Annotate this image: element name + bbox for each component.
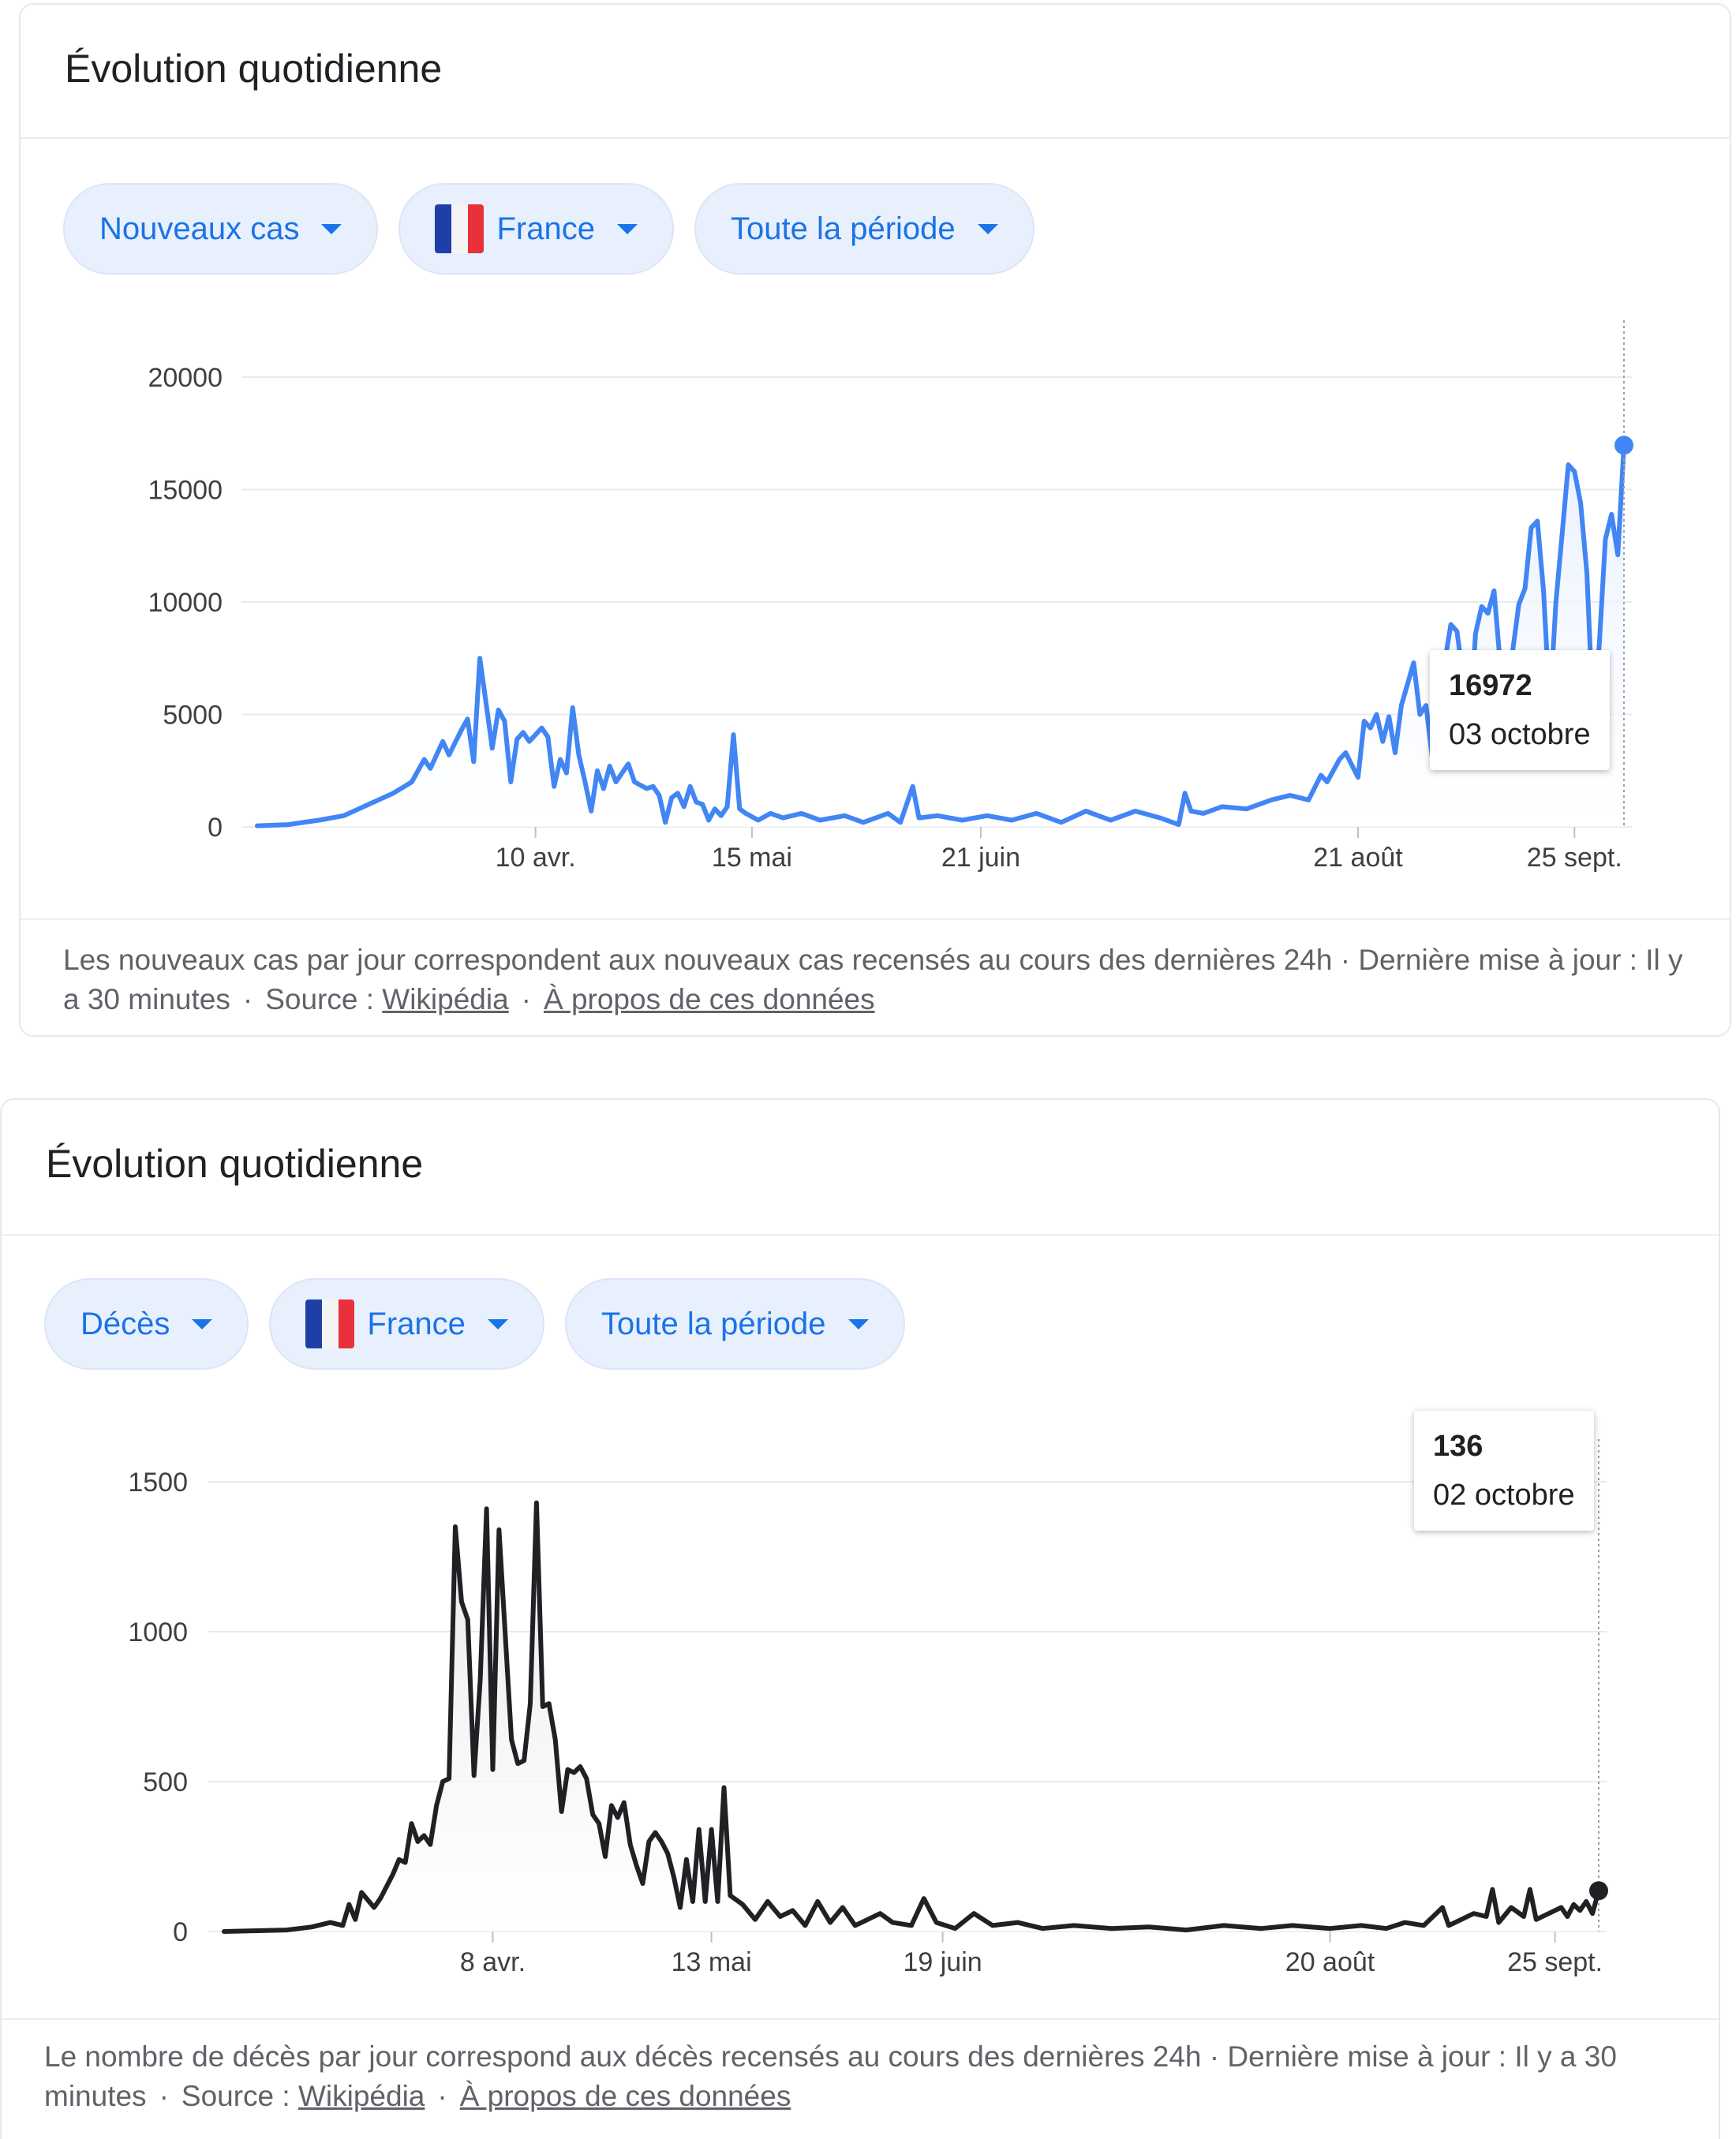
- country-dropdown[interactable]: France: [269, 1278, 544, 1370]
- chart-tooltip: 16972 03 octobre: [1430, 650, 1610, 770]
- source-label: Source :: [265, 983, 374, 1015]
- metric-dropdown-label: Nouveaux cas: [99, 211, 300, 246]
- title-divider: [21, 137, 1730, 139]
- highlight-point: [1589, 1881, 1608, 1901]
- daily-deaths-card: Évolution quotidienne Décès France Toute…: [0, 1098, 1720, 2139]
- country-dropdown-label: France: [367, 1306, 466, 1341]
- y-tick-label: 0: [173, 1917, 188, 1947]
- series-area: [224, 1502, 1599, 1931]
- x-tick-label: 25 sept.: [1527, 843, 1622, 873]
- source-label: Source :: [181, 2080, 290, 2112]
- filter-chips: Décès France Toute la période: [44, 1278, 905, 1370]
- series-area: [257, 445, 1624, 827]
- y-tick-label: 500: [143, 1767, 188, 1797]
- country-dropdown[interactable]: France: [398, 183, 674, 275]
- france-flag-icon: [305, 1299, 355, 1348]
- footer-divider: [2, 2018, 1719, 2020]
- footer-text: Le nombre de décès par jour correspond a…: [44, 2040, 1617, 2112]
- footer-divider: [21, 918, 1730, 920]
- y-tick-label: 10000: [148, 588, 223, 618]
- title-divider: [2, 1234, 1719, 1236]
- caret-down-icon: [616, 223, 638, 234]
- about-data-link[interactable]: À propos de ces données: [459, 2080, 791, 2112]
- period-dropdown-label: Toute la période: [600, 1306, 826, 1341]
- y-tick-label: 1000: [128, 1617, 188, 1647]
- daily-cases-card: Évolution quotidienne Nouveaux cas Franc…: [19, 3, 1731, 1037]
- series-line: [222, 1500, 1601, 1934]
- deaths-line-chart[interactable]: 0 500 1000 1500 8 avr. 13 mai 19 juin 20 août 25…: [2, 1408, 1722, 1977]
- period-dropdown[interactable]: Toute la période: [694, 183, 1034, 275]
- x-tick-label: 15 mai: [712, 843, 792, 873]
- metric-dropdown-label: Décès: [80, 1306, 170, 1341]
- x-tick-label: 21 août: [1313, 843, 1403, 873]
- series-line: [255, 443, 1626, 828]
- y-tick-label: 0: [208, 813, 223, 843]
- highlight-point: [1614, 436, 1633, 455]
- source-link[interactable]: Wikipédia: [382, 983, 509, 1015]
- caret-down-icon: [847, 1318, 869, 1329]
- tooltip-date: 02 octobre: [1433, 1479, 1575, 1512]
- about-data-link[interactable]: À propos de ces données: [544, 983, 875, 1015]
- tooltip-value: 136: [1433, 1430, 1483, 1463]
- caret-down-icon: [321, 223, 342, 234]
- metric-dropdown[interactable]: Nouveaux cas: [63, 183, 379, 275]
- chart-footer: Le nombre de décès par jour correspond a…: [44, 2040, 1617, 2112]
- france-flag-icon: [435, 204, 485, 253]
- x-tick-label: 25 sept.: [1507, 1947, 1603, 1977]
- x-tick-label: 8 avr.: [460, 1947, 526, 1977]
- y-tick-label: 1500: [128, 1468, 188, 1498]
- source-link[interactable]: Wikipédia: [297, 2080, 425, 2112]
- footer-text: Les nouveaux cas par jour correspondent …: [63, 944, 1683, 1015]
- caret-down-icon: [192, 1318, 213, 1329]
- country-dropdown-label: France: [496, 211, 595, 246]
- metric-dropdown[interactable]: Décès: [44, 1278, 249, 1370]
- cases-line-chart[interactable]: 0 5000 10000 15000 20000 10 avr. 15 mai 21 juin…: [21, 305, 1733, 873]
- tooltip-value: 16972: [1449, 669, 1532, 702]
- chart-footer: Les nouveaux cas par jour correspondent …: [63, 944, 1683, 1015]
- period-dropdown-label: Toute la période: [730, 211, 956, 246]
- tooltip-date: 03 octobre: [1449, 718, 1591, 751]
- caret-down-icon: [487, 1318, 508, 1329]
- x-tick-label: 13 mai: [672, 1947, 752, 1977]
- period-dropdown[interactable]: Toute la période: [564, 1278, 905, 1370]
- x-tick-label: 20 août: [1285, 1947, 1375, 1977]
- y-tick-label: 15000: [148, 476, 223, 506]
- chart-tooltip: 136 02 octobre: [1414, 1411, 1594, 1531]
- card-title: Évolution quotidienne: [46, 1142, 424, 1186]
- x-tick-label: 10 avr.: [496, 843, 576, 873]
- y-tick-label: 5000: [163, 701, 223, 731]
- card-title: Évolution quotidienne: [65, 47, 443, 91]
- x-tick-label: 21 juin: [941, 843, 1020, 873]
- filter-chips: Nouveaux cas France Toute la période: [63, 183, 1034, 275]
- x-tick-label: 19 juin: [903, 1947, 982, 1977]
- caret-down-icon: [977, 223, 998, 234]
- y-tick-label: 20000: [148, 363, 223, 393]
